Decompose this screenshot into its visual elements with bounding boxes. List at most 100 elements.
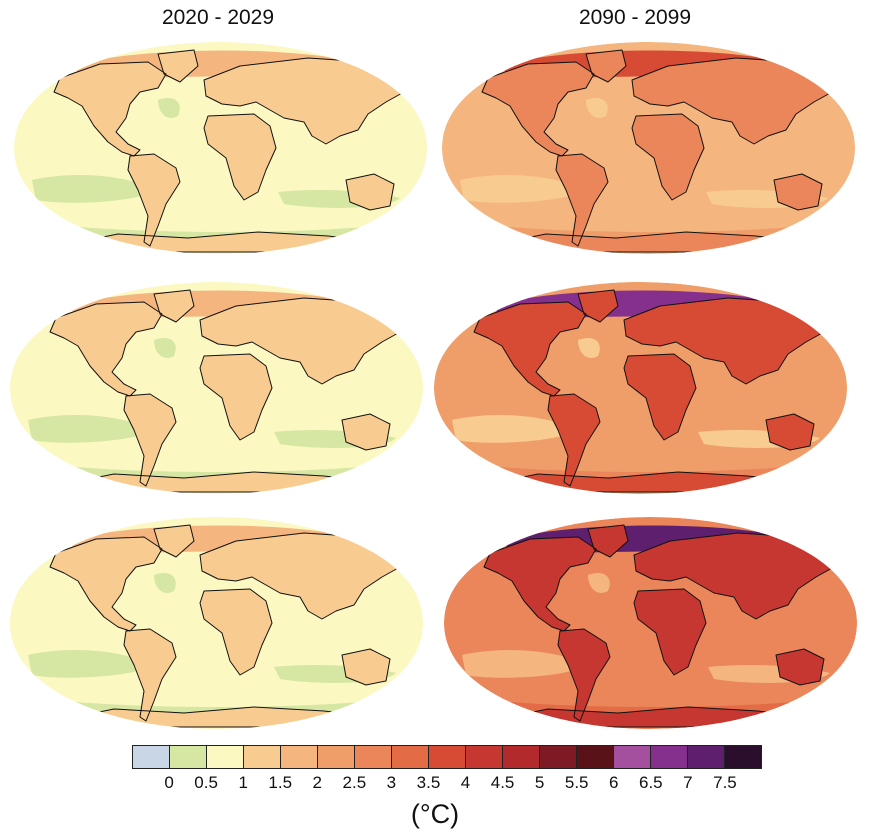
land-warming-region bbox=[50, 537, 162, 631]
coastline bbox=[633, 588, 707, 676]
colorbar-tick-label: 7 bbox=[683, 773, 693, 792]
coastline bbox=[631, 113, 705, 201]
colorbar-tick-label: 3.5 bbox=[416, 773, 441, 792]
land-warming-region bbox=[578, 290, 618, 322]
land-warming-region bbox=[204, 58, 408, 144]
coastline bbox=[481, 61, 595, 157]
land-warming-region bbox=[556, 154, 608, 246]
colorbar-swatch bbox=[207, 746, 244, 768]
ocean-anomaly-patch bbox=[154, 572, 176, 594]
coastline bbox=[473, 301, 587, 397]
column-title-left: 2020 - 2029 bbox=[161, 6, 275, 29]
coastline bbox=[203, 113, 277, 201]
map-panel-row3-left bbox=[10, 517, 423, 729]
colorbar-ticks: 0 0.5 1 1.5 2 2.5 3 3.5 4 4.5 5 5.5 6 6.5 7 7.5 bbox=[132, 773, 762, 795]
colorbar-unit: (°C) bbox=[410, 799, 460, 829]
land-warming-region bbox=[634, 589, 706, 675]
colorbar-swatch bbox=[281, 746, 318, 768]
coastline bbox=[157, 49, 199, 83]
map-panel-row2-right bbox=[434, 282, 847, 494]
land-warming-region bbox=[154, 290, 194, 322]
land-warming-region bbox=[588, 525, 628, 557]
colorbar-tick-label: 2.5 bbox=[342, 773, 367, 792]
land-warming-region bbox=[634, 533, 838, 619]
land-warming-region bbox=[632, 114, 704, 200]
colorbar-swatch bbox=[614, 746, 651, 768]
ocean-anomaly-patch bbox=[462, 650, 588, 678]
colorbar-swatch bbox=[466, 746, 503, 768]
ocean-anomaly-patch bbox=[32, 175, 158, 203]
land-warming-region bbox=[774, 174, 822, 210]
colorbar-tick-label: 0.5 bbox=[194, 773, 218, 792]
land-warming-region bbox=[124, 394, 176, 486]
coastline bbox=[577, 289, 619, 323]
land-warming-region bbox=[346, 174, 394, 210]
land-warming-region bbox=[558, 629, 610, 721]
land-warming-region bbox=[204, 114, 276, 200]
ocean-anomaly-patch bbox=[154, 337, 176, 359]
coastline bbox=[49, 301, 163, 397]
land-warming-region bbox=[154, 525, 194, 557]
column-title-right: 2090 - 2099 bbox=[578, 6, 692, 29]
colorbar-swatch bbox=[133, 746, 170, 768]
coastline bbox=[341, 648, 391, 686]
land-warming-region bbox=[124, 629, 176, 721]
colorbar-swatch bbox=[392, 746, 429, 768]
coastline bbox=[49, 536, 163, 632]
land-warming-region bbox=[158, 50, 198, 82]
colorbar-swatch bbox=[651, 746, 688, 768]
land-warming-region bbox=[342, 414, 390, 450]
land-warming-region bbox=[484, 537, 596, 631]
colorbar-swatch bbox=[318, 746, 355, 768]
colorbar-tick-label: 5.5 bbox=[564, 773, 589, 792]
ocean-anomaly-patch bbox=[578, 337, 600, 359]
colorbar-swatch bbox=[244, 746, 281, 768]
colorbar-swatch bbox=[577, 746, 614, 768]
coastline bbox=[199, 588, 273, 676]
coastline bbox=[199, 353, 273, 441]
coastline bbox=[153, 524, 195, 558]
map-panel-row3-right bbox=[444, 517, 857, 729]
map-panel-row2-left bbox=[10, 282, 423, 494]
colorbar-tick-label: 4 bbox=[460, 773, 471, 792]
coastline bbox=[341, 413, 391, 451]
coastline bbox=[345, 173, 395, 211]
land-warming-region bbox=[632, 58, 836, 144]
ocean-anomaly-patch bbox=[586, 97, 608, 119]
land-warming-region bbox=[624, 354, 696, 440]
land-warming-region bbox=[766, 414, 814, 450]
land-warming-region bbox=[548, 394, 600, 486]
coastline bbox=[623, 353, 697, 441]
coastline bbox=[765, 413, 815, 451]
land-warming-region bbox=[200, 298, 404, 384]
ocean-anomaly-patch bbox=[588, 572, 610, 594]
colorbar-tick-label: 0 bbox=[164, 773, 174, 792]
ocean-anomaly-patch bbox=[28, 415, 154, 443]
land-warming-region bbox=[474, 302, 586, 396]
colorbar-swatch bbox=[503, 746, 540, 768]
coastline bbox=[53, 61, 167, 157]
coastline bbox=[483, 536, 597, 632]
colorbar-tick-label: 4.5 bbox=[490, 773, 515, 792]
coastline bbox=[585, 49, 627, 83]
land-warming-region bbox=[54, 62, 166, 156]
coastline bbox=[773, 173, 823, 211]
colorbar-tick-label: 1.5 bbox=[268, 773, 293, 792]
land-warming-region bbox=[128, 154, 180, 246]
colorbar-swatch bbox=[725, 746, 761, 768]
colorbar bbox=[132, 745, 762, 769]
map-panel-row1-left bbox=[14, 42, 427, 254]
ocean-anomaly-patch bbox=[452, 415, 578, 443]
colorbar-swatch bbox=[688, 746, 725, 768]
colorbar-swatch bbox=[540, 746, 577, 768]
land-warming-region bbox=[200, 533, 404, 619]
land-warming-region bbox=[50, 302, 162, 396]
colorbar-tick-label: 2 bbox=[312, 773, 323, 792]
land-warming-region bbox=[776, 649, 824, 685]
coastline bbox=[153, 289, 195, 323]
colorbar-swatch bbox=[429, 746, 466, 768]
land-warming-region bbox=[482, 62, 594, 156]
ocean-anomaly-patch bbox=[158, 97, 180, 119]
ocean-anomaly-patch bbox=[28, 650, 154, 678]
colorbar-tick-label: 6 bbox=[609, 773, 619, 792]
